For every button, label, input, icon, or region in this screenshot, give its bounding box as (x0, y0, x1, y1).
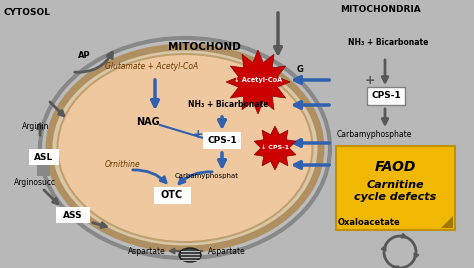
Text: CPS-1: CPS-1 (371, 91, 401, 100)
Text: NH₃ + Bicarbonate: NH₃ + Bicarbonate (188, 100, 268, 109)
FancyBboxPatch shape (367, 87, 405, 105)
Text: OTC: OTC (161, 191, 183, 200)
FancyBboxPatch shape (56, 207, 90, 223)
Text: CYTOSOL: CYTOSOL (4, 8, 51, 17)
Ellipse shape (49, 47, 321, 249)
Text: Ornithine: Ornithine (105, 160, 141, 169)
Polygon shape (441, 216, 453, 228)
FancyBboxPatch shape (37, 165, 51, 176)
Text: Oxaloacetate: Oxaloacetate (338, 218, 401, 227)
Ellipse shape (57, 54, 312, 242)
Text: Carbamyphosphate: Carbamyphosphate (337, 130, 412, 139)
Text: G: G (297, 65, 304, 74)
Text: +: + (365, 74, 375, 87)
Text: CPS-1: CPS-1 (207, 136, 237, 145)
Polygon shape (254, 126, 296, 170)
Text: ASS: ASS (63, 210, 83, 219)
Text: +: + (193, 128, 203, 142)
FancyBboxPatch shape (29, 149, 59, 165)
Text: ASL: ASL (35, 152, 54, 162)
Text: ↓ Acetyl-CoA: ↓ Acetyl-CoA (234, 77, 282, 83)
FancyBboxPatch shape (203, 132, 241, 149)
Text: Arginosucc: Arginosucc (14, 178, 56, 187)
Text: NAG: NAG (136, 117, 160, 127)
Text: NH₃ + Bicarbonate: NH₃ + Bicarbonate (348, 38, 428, 47)
Text: Carbamyphosphat: Carbamyphosphat (175, 173, 239, 179)
Text: Carnitine
cycle defects: Carnitine cycle defects (355, 180, 437, 202)
Text: Glutamate + Acetyl-CoA: Glutamate + Acetyl-CoA (105, 62, 198, 71)
Text: Aspartate: Aspartate (128, 247, 166, 255)
Text: Aspartate: Aspartate (208, 247, 246, 255)
Text: AP: AP (78, 51, 91, 60)
FancyBboxPatch shape (154, 187, 191, 204)
Polygon shape (226, 50, 290, 114)
Ellipse shape (40, 38, 330, 258)
FancyBboxPatch shape (336, 146, 455, 230)
Text: ↓ CPS-1: ↓ CPS-1 (261, 144, 289, 150)
Text: Arginin: Arginin (22, 122, 49, 131)
Text: FAOD: FAOD (375, 160, 416, 174)
Text: MITOCHONDRIA: MITOCHONDRIA (340, 5, 421, 14)
Ellipse shape (179, 248, 201, 262)
Text: MITOCHOND: MITOCHOND (168, 42, 241, 52)
